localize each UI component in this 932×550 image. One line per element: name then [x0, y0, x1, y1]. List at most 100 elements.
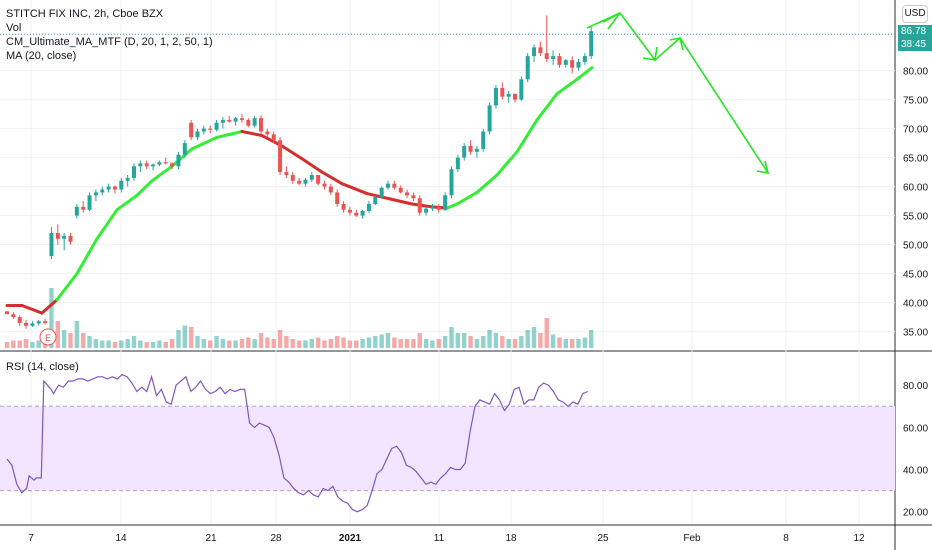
- ma-segment: [455, 190, 479, 206]
- volume-bar: [347, 340, 353, 348]
- volume-bar: [195, 336, 200, 348]
- candle-body: [462, 146, 467, 158]
- candle-body: [246, 119, 251, 126]
- ma-segment: [215, 130, 244, 139]
- symbol-title[interactable]: STITCH FIX INC, 2h, Cboe BZX: [6, 8, 164, 20]
- volume-bar: [354, 340, 359, 348]
- volume-bar: [233, 340, 238, 348]
- candle-body: [227, 119, 232, 122]
- currency-button[interactable]: USD: [902, 5, 928, 23]
- volume-bar: [430, 340, 435, 348]
- rsi-axis[interactable]: 20.00 40.00 60.00 80.00: [903, 381, 928, 518]
- price-tick-label: 80.00: [903, 67, 928, 78]
- time-tick-label: 25: [597, 533, 609, 544]
- earnings-marker[interactable]: E: [39, 328, 57, 346]
- candle-body: [392, 183, 397, 188]
- time-axis[interactable]: 7 14 21 28 2021 11 18 25 Feb 8 12: [28, 533, 865, 544]
- price-tick-label: 75.00: [903, 96, 928, 107]
- rsi-band-fill: [0, 406, 895, 491]
- volume-bar: [252, 339, 257, 348]
- candle-body: [563, 60, 568, 65]
- ma-segment: [115, 193, 139, 212]
- volume-bar: [531, 327, 537, 348]
- price-tick-label: 40.00: [903, 299, 928, 310]
- price-tick-label: 65.00: [903, 154, 928, 165]
- volume-bar: [4, 342, 10, 348]
- indicator-ma[interactable]: MA (20, close): [6, 50, 77, 62]
- ma-segment: [495, 150, 519, 177]
- candle-body: [582, 56, 587, 62]
- legend-rsi: RSI (14, close): [6, 360, 79, 374]
- candle-body: [125, 177, 130, 181]
- ma-segment: [320, 170, 344, 186]
- volume-bar: [277, 330, 283, 348]
- earnings-label: E: [45, 333, 51, 343]
- indicator-vol[interactable]: Vol: [6, 22, 22, 34]
- candle-body: [182, 143, 187, 155]
- candle-body: [62, 235, 67, 239]
- time-tick-label: 2021: [339, 533, 362, 544]
- candle-body: [24, 322, 29, 326]
- volume-bar: [125, 339, 130, 348]
- volume-bar: [119, 340, 124, 348]
- rsi-tick-label: 60.00: [903, 423, 928, 434]
- candle-body: [271, 134, 276, 141]
- price-axis[interactable]: 35.00 40.00 45.00 50.00 55.00 60.00 65.00 70.00…: [903, 67, 928, 339]
- candle-body: [68, 235, 73, 242]
- candle-body: [506, 93, 511, 97]
- price-tick-label: 50.00: [903, 241, 928, 252]
- ma-segment: [475, 173, 499, 194]
- ma-segment: [280, 144, 304, 161]
- volume-bar: [360, 339, 365, 348]
- volume-bar: [246, 337, 251, 348]
- volume-bar: [569, 339, 575, 348]
- volume-bar: [144, 342, 149, 348]
- candle-body: [278, 140, 283, 173]
- ma-segment: [515, 118, 539, 154]
- candle-body: [208, 128, 213, 130]
- candle-body: [151, 164, 156, 167]
- candle-body: [214, 122, 219, 130]
- volume-bar: [519, 336, 524, 348]
- arrow-head: [642, 46, 658, 61]
- volume-bar: [481, 336, 486, 348]
- volume-bar: [30, 342, 35, 348]
- price-tick-label: 55.00: [903, 212, 928, 223]
- candle-body: [525, 56, 530, 80]
- candle-body: [513, 93, 517, 100]
- price-tick-label: 70.00: [903, 125, 928, 136]
- arrow-head: [669, 37, 684, 51]
- indicator-rsi[interactable]: RSI (14, close): [6, 361, 79, 373]
- projection-path: [586, 12, 769, 174]
- ma-segment: [535, 92, 559, 122]
- ma-segment: [575, 66, 594, 81]
- volume-bar: [61, 330, 67, 348]
- volume-bar: [512, 339, 518, 348]
- volume-bar: [182, 325, 187, 348]
- ma-segment: [340, 182, 369, 196]
- candle-body: [170, 163, 175, 167]
- volume-bar: [335, 336, 340, 348]
- candle-body: [252, 118, 257, 126]
- volume-bar: [487, 330, 492, 348]
- candle-body: [576, 61, 581, 68]
- candle-body: [49, 233, 54, 257]
- volume-bar: [150, 342, 156, 348]
- indicator-cm-ma[interactable]: CM_Ultimate_MA_MTF (D, 20, 1, 2, 50, 1): [6, 36, 213, 48]
- volume-bar: [436, 339, 441, 348]
- projection-arrows[interactable]: [586, 12, 770, 175]
- volume-bar: [157, 340, 162, 348]
- candle-body: [405, 192, 410, 196]
- rsi-tick-label: 20.00: [903, 508, 928, 519]
- ma-segment: [240, 130, 264, 138]
- candle-body: [347, 209, 352, 213]
- candle-body: [570, 60, 575, 68]
- candle-body: [449, 169, 454, 196]
- candle-body: [309, 175, 314, 180]
- candle-body: [290, 175, 295, 181]
- candle-body: [551, 56, 556, 59]
- candle-body: [43, 321, 48, 323]
- candle-body: [201, 128, 206, 132]
- candle-body: [112, 186, 117, 190]
